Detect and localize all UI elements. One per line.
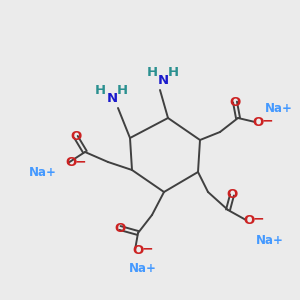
Text: N: N <box>158 74 169 88</box>
Text: −: − <box>74 154 86 168</box>
Text: O: O <box>114 221 126 235</box>
Text: +: + <box>46 166 56 178</box>
Text: −: − <box>252 211 264 225</box>
Text: O: O <box>252 116 264 128</box>
Text: O: O <box>70 130 82 143</box>
Text: O: O <box>132 244 144 256</box>
Text: H: H <box>146 67 158 80</box>
Text: −: − <box>141 241 153 255</box>
Text: +: + <box>273 233 283 247</box>
Text: Na: Na <box>129 262 147 275</box>
Text: Na: Na <box>256 233 274 247</box>
Text: O: O <box>230 95 241 109</box>
Text: −: − <box>261 113 273 127</box>
Text: H: H <box>167 67 178 80</box>
Text: H: H <box>116 85 128 98</box>
Text: O: O <box>226 188 238 202</box>
Text: Na: Na <box>265 101 283 115</box>
Text: N: N <box>106 92 118 106</box>
Text: H: H <box>94 85 106 98</box>
Text: +: + <box>146 262 156 275</box>
Text: O: O <box>243 214 255 226</box>
Text: O: O <box>65 157 76 169</box>
Text: +: + <box>282 101 292 115</box>
Text: Na: Na <box>29 166 47 178</box>
